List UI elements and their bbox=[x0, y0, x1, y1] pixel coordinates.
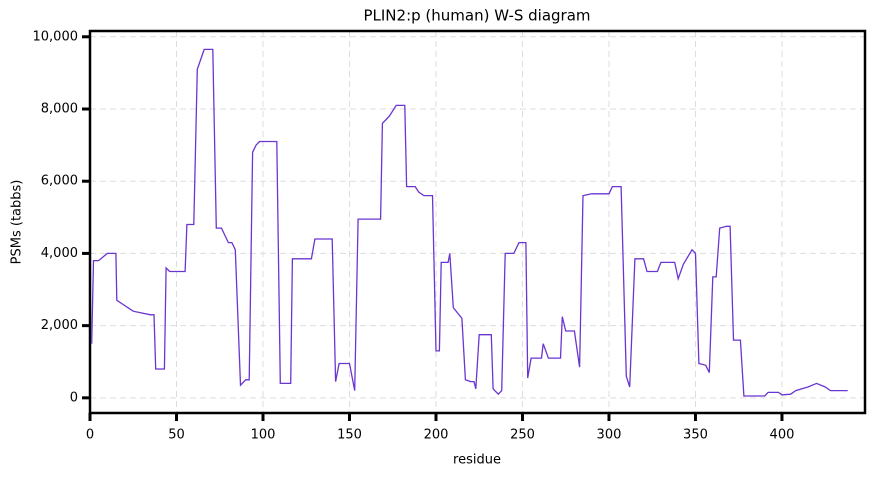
y-tick-label: 0 bbox=[70, 390, 78, 405]
x-tick-label: 400 bbox=[770, 428, 795, 443]
x-tick-label: 350 bbox=[683, 428, 708, 443]
x-tick-label: 100 bbox=[251, 428, 276, 443]
x-tick-label: 50 bbox=[168, 428, 185, 443]
y-tick-label: 8,000 bbox=[41, 101, 78, 116]
y-axis-label: PSMs (tabbs) bbox=[10, 180, 25, 265]
x-tick-label: 150 bbox=[337, 428, 362, 443]
y-tick-label: 4,000 bbox=[41, 246, 78, 261]
x-tick-label: 250 bbox=[510, 428, 535, 443]
plot-frame bbox=[88, 29, 867, 415]
y-tick-label: 10,000 bbox=[33, 29, 79, 44]
data-line bbox=[91, 48, 848, 397]
x-tick-label: 200 bbox=[424, 428, 449, 443]
x-tick-label: 0 bbox=[86, 428, 94, 443]
chart-title: PLIN2:p (human) W-S diagram bbox=[363, 7, 590, 25]
x-axis-label: residue bbox=[453, 453, 501, 468]
y-tick-label: 6,000 bbox=[41, 174, 78, 189]
x-tick-label: 300 bbox=[597, 428, 622, 443]
y-tick-label: 2,000 bbox=[41, 318, 78, 333]
